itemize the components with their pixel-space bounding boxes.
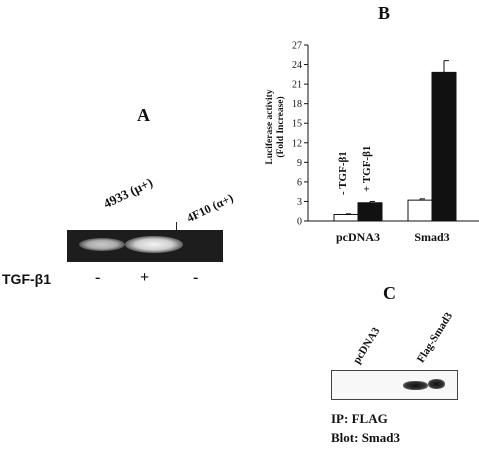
- blot-band-2: [428, 379, 445, 389]
- panel-a-sign-1: -: [95, 269, 101, 286]
- panel-a-letter: A: [137, 105, 150, 125]
- y-tick-label-24: 24: [292, 60, 302, 71]
- bar-pcdna3-plus: [357, 202, 383, 222]
- blot-band-1: [403, 381, 428, 390]
- panel-c-ip-label: IP: FLAG: [331, 411, 388, 426]
- y-tick-label-6: 6: [297, 177, 302, 188]
- y-tick-label-21: 21: [292, 80, 302, 91]
- gel-band-lane1: [79, 238, 125, 251]
- series-label-minus: - TGF-β1: [337, 151, 349, 195]
- y-axis-label: Luciferase activity(Fold Increase): [265, 89, 286, 164]
- bar-pcdna3-minus: [333, 213, 359, 222]
- panel-c-letter: C: [383, 283, 396, 303]
- category-label-smad3: Smad3: [414, 230, 449, 244]
- panel-a-lane2-label: 4F10 (α+): [184, 190, 236, 226]
- panel-a-sign-3: -: [193, 269, 199, 286]
- gel-band-lane2: [125, 236, 183, 253]
- y-tick-label-0: 0: [297, 217, 302, 228]
- y-tick-label-9: 9: [297, 158, 302, 169]
- panel-b-letter: B: [378, 3, 391, 23]
- panel-b-chart: 0 3 6 9 12 15 18 21 24 27 Luciferase activity(Fold…: [265, 41, 479, 244]
- panel-a-lane-marker: [176, 222, 177, 231]
- panel-a-lane1-label: 4933 (μ+): [100, 174, 155, 212]
- category-label-pcdna3: pcDNA3: [336, 230, 380, 244]
- panel-c-lane2-label: Flag-Smad3: [414, 310, 456, 365]
- panel-a-treatment-label: TGF-β1: [2, 271, 51, 287]
- y-tick-label-12: 12: [292, 138, 302, 149]
- y-tick-label-18: 18: [292, 99, 302, 110]
- y-tick-label-15: 15: [292, 119, 302, 130]
- panel-c-blot-label: Blot: Smad3: [331, 430, 400, 445]
- y-tick-label-3: 3: [297, 197, 302, 208]
- series-label-plus: + TGF-β1: [361, 146, 373, 192]
- panel-a-gel: [67, 230, 223, 262]
- bar-smad3-plus: [431, 71, 457, 222]
- panel-c-blot: [331, 370, 458, 400]
- bar-smad3-minus: [407, 199, 433, 222]
- panel-c-lane1-label: pcDNA3: [350, 325, 383, 366]
- y-tick-label-27: 27: [292, 41, 302, 52]
- panel-a-sign-2: +: [140, 269, 150, 286]
